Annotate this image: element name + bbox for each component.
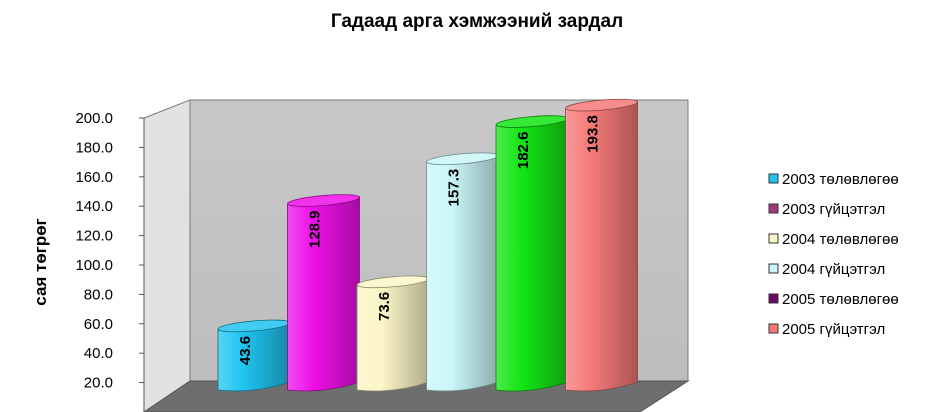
y-tick-label: 20.0: [84, 375, 113, 392]
legend-swatch: [768, 323, 779, 334]
legend-swatch: [768, 233, 779, 244]
bar-series: 43.6 128.9 73.6 157.3 182.6 193.8: [217, 98, 638, 392]
legend: 2003 төлөвлөгөө 2003 гүйцэтгэл 2004 төлөвл…: [768, 171, 899, 338]
bar: 73.6: [356, 275, 430, 392]
legend-item: 2004 гүйцэтгэл: [768, 261, 885, 278]
legend-label: 2005 төлөвлөгөө: [782, 291, 899, 308]
legend-swatch: [768, 173, 779, 184]
bar: 193.8: [565, 98, 638, 392]
y-axis: 20.0 40.0 60.0 80.0 100.0 120.0 140.0 160.0 180.…: [75, 110, 145, 412]
chart-floor: [143, 380, 690, 412]
bar: 128.9: [287, 194, 360, 392]
bar-top-cap: [565, 98, 638, 112]
legend-label: 2005 гүйцэтгэл: [782, 321, 885, 338]
y-tick-label: 60.0: [84, 316, 113, 333]
bar-body: [565, 100, 638, 392]
y-axis-label: сая төгрөг: [31, 218, 50, 305]
legend-item: 2003 төлөвлөгөө: [768, 171, 899, 188]
bar-body: [356, 277, 430, 392]
bar-body: [495, 117, 569, 392]
bar-value-label: 73.6: [376, 292, 393, 321]
bar: 157.3: [426, 152, 499, 392]
legend-swatch: [768, 203, 779, 214]
y-tick-label: 100.0: [75, 257, 113, 274]
bar-body: [287, 196, 360, 392]
legend-item: 2005 гүйцэтгэл: [768, 321, 885, 338]
bar-value-label: 157.3: [445, 169, 462, 207]
bar: 182.6: [495, 115, 569, 392]
bar-body: [426, 154, 499, 392]
legend-label: 2003 төлөвлөгөө: [782, 171, 899, 188]
y-tick-label: 80.0: [84, 286, 113, 303]
bar-value-label: 43.6: [237, 336, 254, 365]
bar-value-label: 128.9: [306, 211, 323, 249]
bar-body: [217, 321, 291, 392]
legend-item: 2004 төлөвлөгөө: [768, 231, 899, 248]
y-tick-label: 120.0: [75, 228, 113, 245]
bar: 43.6: [217, 319, 291, 392]
y-tick-label: 140.0: [75, 198, 113, 215]
legend-swatch: [768, 263, 779, 274]
bar-value-label: 182.6: [515, 132, 532, 170]
bar-value-label: 193.8: [584, 115, 601, 153]
chart-title: Гадаад арга хэмжээний зардал: [331, 11, 623, 32]
legend-swatch: [768, 293, 779, 304]
legend-label: 2004 төлөвлөгөө: [782, 231, 899, 248]
y-tick-label: 40.0: [84, 345, 113, 362]
chart-side-wall: [143, 99, 191, 412]
legend-item: 2005 төлөвлөгөө: [768, 291, 899, 308]
legend-label: 2003 гүйцэтгэл: [782, 201, 885, 218]
y-tick-label: 200.0: [75, 110, 113, 127]
bar-top-cap: [287, 194, 360, 207]
legend-item: 2003 гүйцэтгэл: [768, 201, 885, 218]
y-tick-label: 160.0: [75, 169, 113, 186]
legend-label: 2004 гүйцэтгэл: [782, 261, 885, 278]
y-tick-label: 180.0: [75, 139, 113, 156]
